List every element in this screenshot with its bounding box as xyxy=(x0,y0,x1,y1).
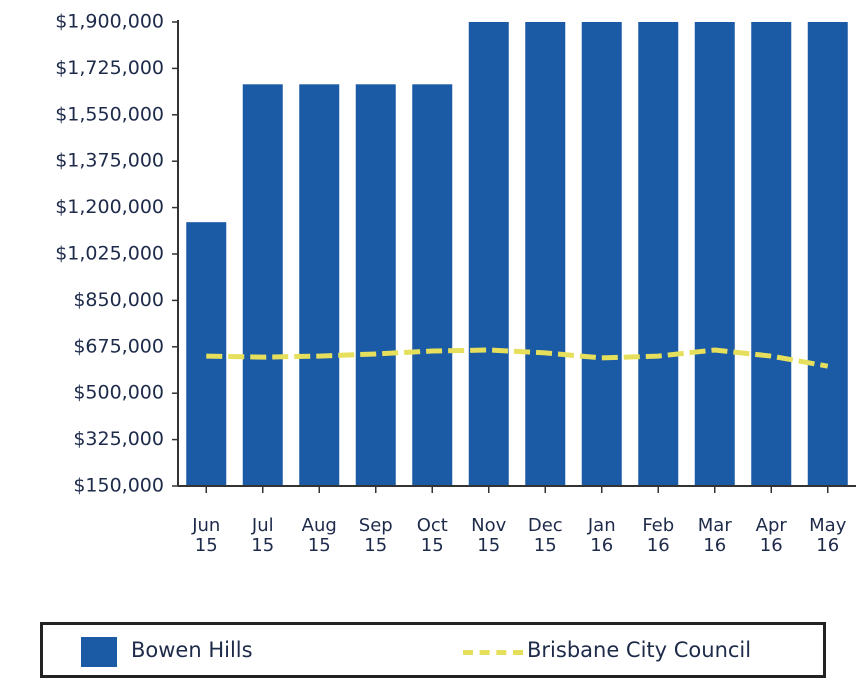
y-tick-label: $675,000 xyxy=(73,335,164,357)
x-tick-label: Sep 15 xyxy=(358,515,393,556)
bar xyxy=(807,22,848,486)
bar xyxy=(581,22,622,486)
x-tick-label: Jan 16 xyxy=(587,515,616,556)
y-tick-label: $1,550,000 xyxy=(55,103,164,125)
bar xyxy=(299,84,340,487)
y-tick-label: $150,000 xyxy=(73,475,164,497)
x-tick-label: Apr 16 xyxy=(755,515,787,556)
x-tick-label: Aug 15 xyxy=(301,515,337,556)
y-tick-label: $325,000 xyxy=(73,428,164,450)
chart: $150,000 $325,000 $500,000 $675,000 $850,000… xyxy=(55,11,856,497)
x-tick-label: Jun 15 xyxy=(192,515,221,556)
bar xyxy=(468,22,509,486)
y-tick-label: $1,900,000 xyxy=(55,11,164,33)
bar xyxy=(751,22,792,486)
y-tick-label: $500,000 xyxy=(73,382,164,404)
y-tick-label: $1,200,000 xyxy=(55,196,164,218)
y-tick-label: $850,000 xyxy=(73,289,164,311)
bar xyxy=(525,22,566,486)
y-tick-label: $1,025,000 xyxy=(55,243,164,265)
y-tick-label: $1,375,000 xyxy=(55,150,164,172)
bar xyxy=(412,84,453,487)
legend: Bowen Hills Brisbane City Council xyxy=(40,622,826,678)
legend-label: Bowen Hills xyxy=(131,638,253,662)
line xyxy=(206,347,829,369)
x-tick-label: Feb 16 xyxy=(642,515,675,556)
legend-label: Brisbane City Council xyxy=(527,638,752,662)
x-tick-label: Mar 16 xyxy=(697,515,732,556)
x-tick-label: May 16 xyxy=(809,515,847,556)
legend-swatch xyxy=(81,637,117,667)
bar xyxy=(694,22,735,486)
y-tick-label: $1,725,000 xyxy=(55,57,164,79)
x-tick-label: Dec 15 xyxy=(527,515,563,556)
legend-swatch xyxy=(463,650,523,655)
bar xyxy=(638,22,679,486)
bar xyxy=(242,84,283,487)
x-tick-label: Nov 15 xyxy=(471,515,507,556)
x-tick-label: Oct 15 xyxy=(416,515,448,556)
x-tick-label: Jul 15 xyxy=(251,515,275,556)
bar xyxy=(355,84,396,487)
